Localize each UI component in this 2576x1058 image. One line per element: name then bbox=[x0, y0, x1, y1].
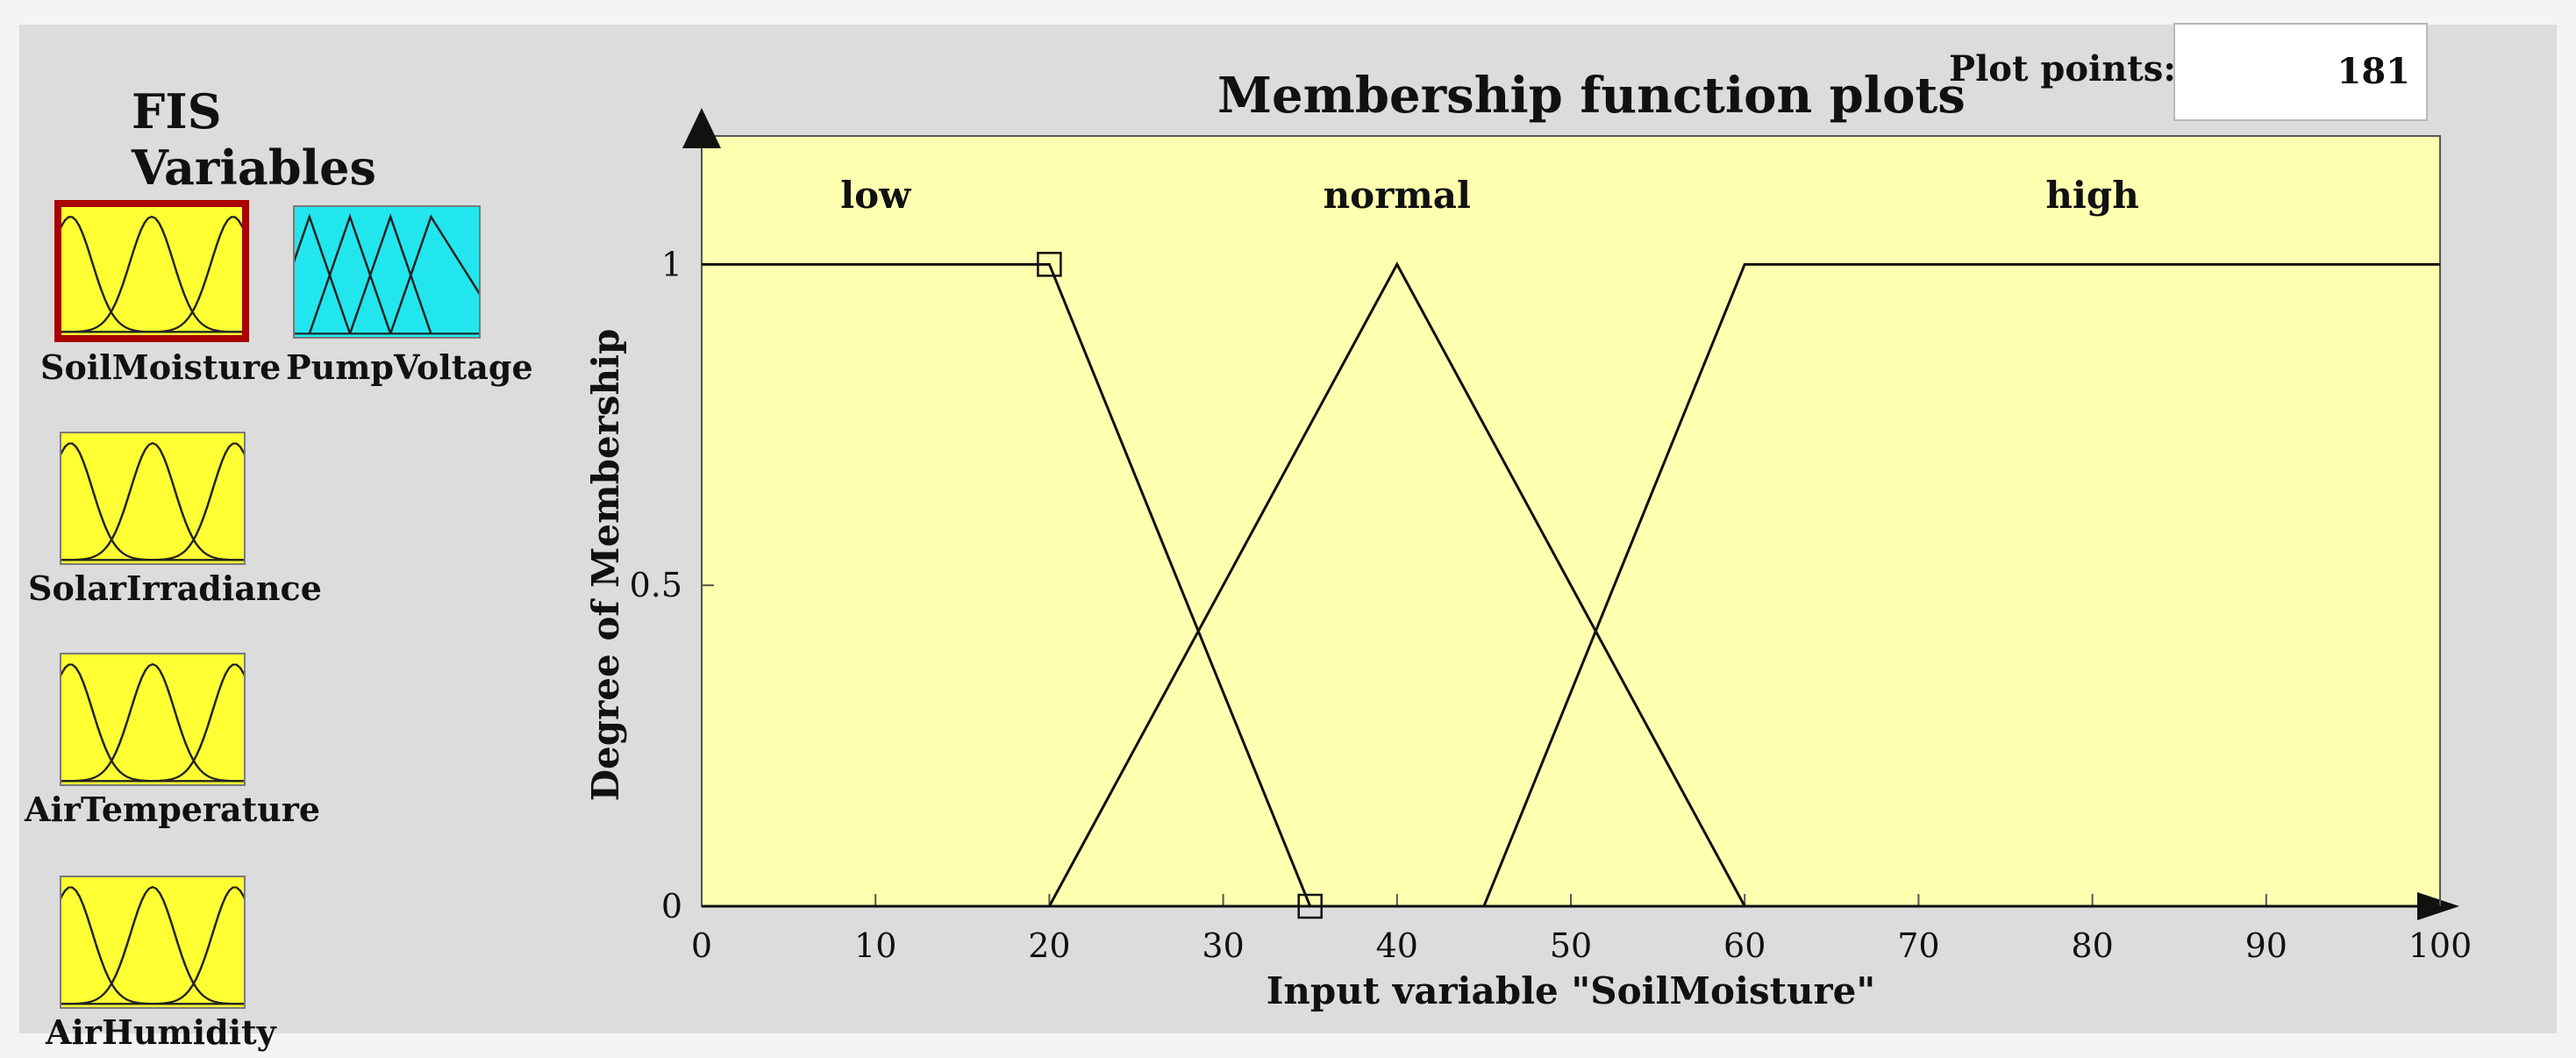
x-tick-label: 20 bbox=[1028, 926, 1070, 965]
fis-variables-title: FIS Variables bbox=[132, 83, 376, 196]
plot-points-input[interactable]: 181 bbox=[2173, 23, 2428, 121]
mf-triple-curves-icon[interactable] bbox=[60, 653, 246, 786]
y-tick-label: 0 bbox=[661, 887, 682, 926]
plot-points-label: Plot points: bbox=[1949, 48, 2177, 89]
x-tick-label: 100 bbox=[2408, 926, 2473, 965]
mf-line-high[interactable] bbox=[702, 262, 2440, 908]
mf-triple-curves-icon[interactable] bbox=[60, 432, 246, 565]
x-tick-label: 70 bbox=[1897, 926, 1939, 965]
y-axis-arrow bbox=[682, 108, 721, 148]
mf-triple-curves-icon[interactable] bbox=[54, 200, 249, 342]
mf-vertex-marker[interactable] bbox=[1037, 252, 1062, 277]
variable-label-solarirradiance: SolarIrradiance bbox=[28, 568, 322, 608]
mf-label-low: low bbox=[840, 174, 911, 217]
variable-label-airhumidity: AirHumidity bbox=[46, 1012, 276, 1052]
x-tick-label: 90 bbox=[2245, 926, 2287, 965]
x-tick-label: 50 bbox=[1550, 926, 1592, 965]
x-tick-label: 0 bbox=[691, 926, 712, 965]
x-tick-label: 80 bbox=[2071, 926, 2113, 965]
mf-vertex-marker[interactable] bbox=[1297, 893, 1323, 919]
mf-label-high: high bbox=[2045, 174, 2138, 217]
x-tick-label: 60 bbox=[1723, 926, 1766, 965]
x-tick-label: 30 bbox=[1202, 926, 1244, 965]
x-tick-label: 10 bbox=[854, 926, 896, 965]
mf-label-normal: normal bbox=[1324, 174, 1471, 217]
mf-quad-triangles-icon[interactable] bbox=[293, 205, 481, 339]
x-tick-label: 40 bbox=[1376, 926, 1418, 965]
x-axis-label: Input variable "SoilMoisture" bbox=[1267, 969, 1876, 1012]
plot-title: Membership function plots bbox=[1217, 67, 1966, 125]
variable-label-soilmoisture: SoilMoisture bbox=[40, 347, 282, 387]
y-tick-label: 1 bbox=[661, 245, 682, 283]
variable-label-pumpvoltage: PumpVoltage bbox=[286, 347, 533, 387]
variable-label-airtemperature: AirTemperature bbox=[25, 790, 321, 829]
y-tick-label: 0.5 bbox=[630, 566, 682, 604]
plot-area[interactable] bbox=[701, 135, 2441, 907]
mf-triple-curves-icon[interactable] bbox=[60, 876, 246, 1009]
y-axis-label: Degree of Membership bbox=[584, 329, 627, 802]
